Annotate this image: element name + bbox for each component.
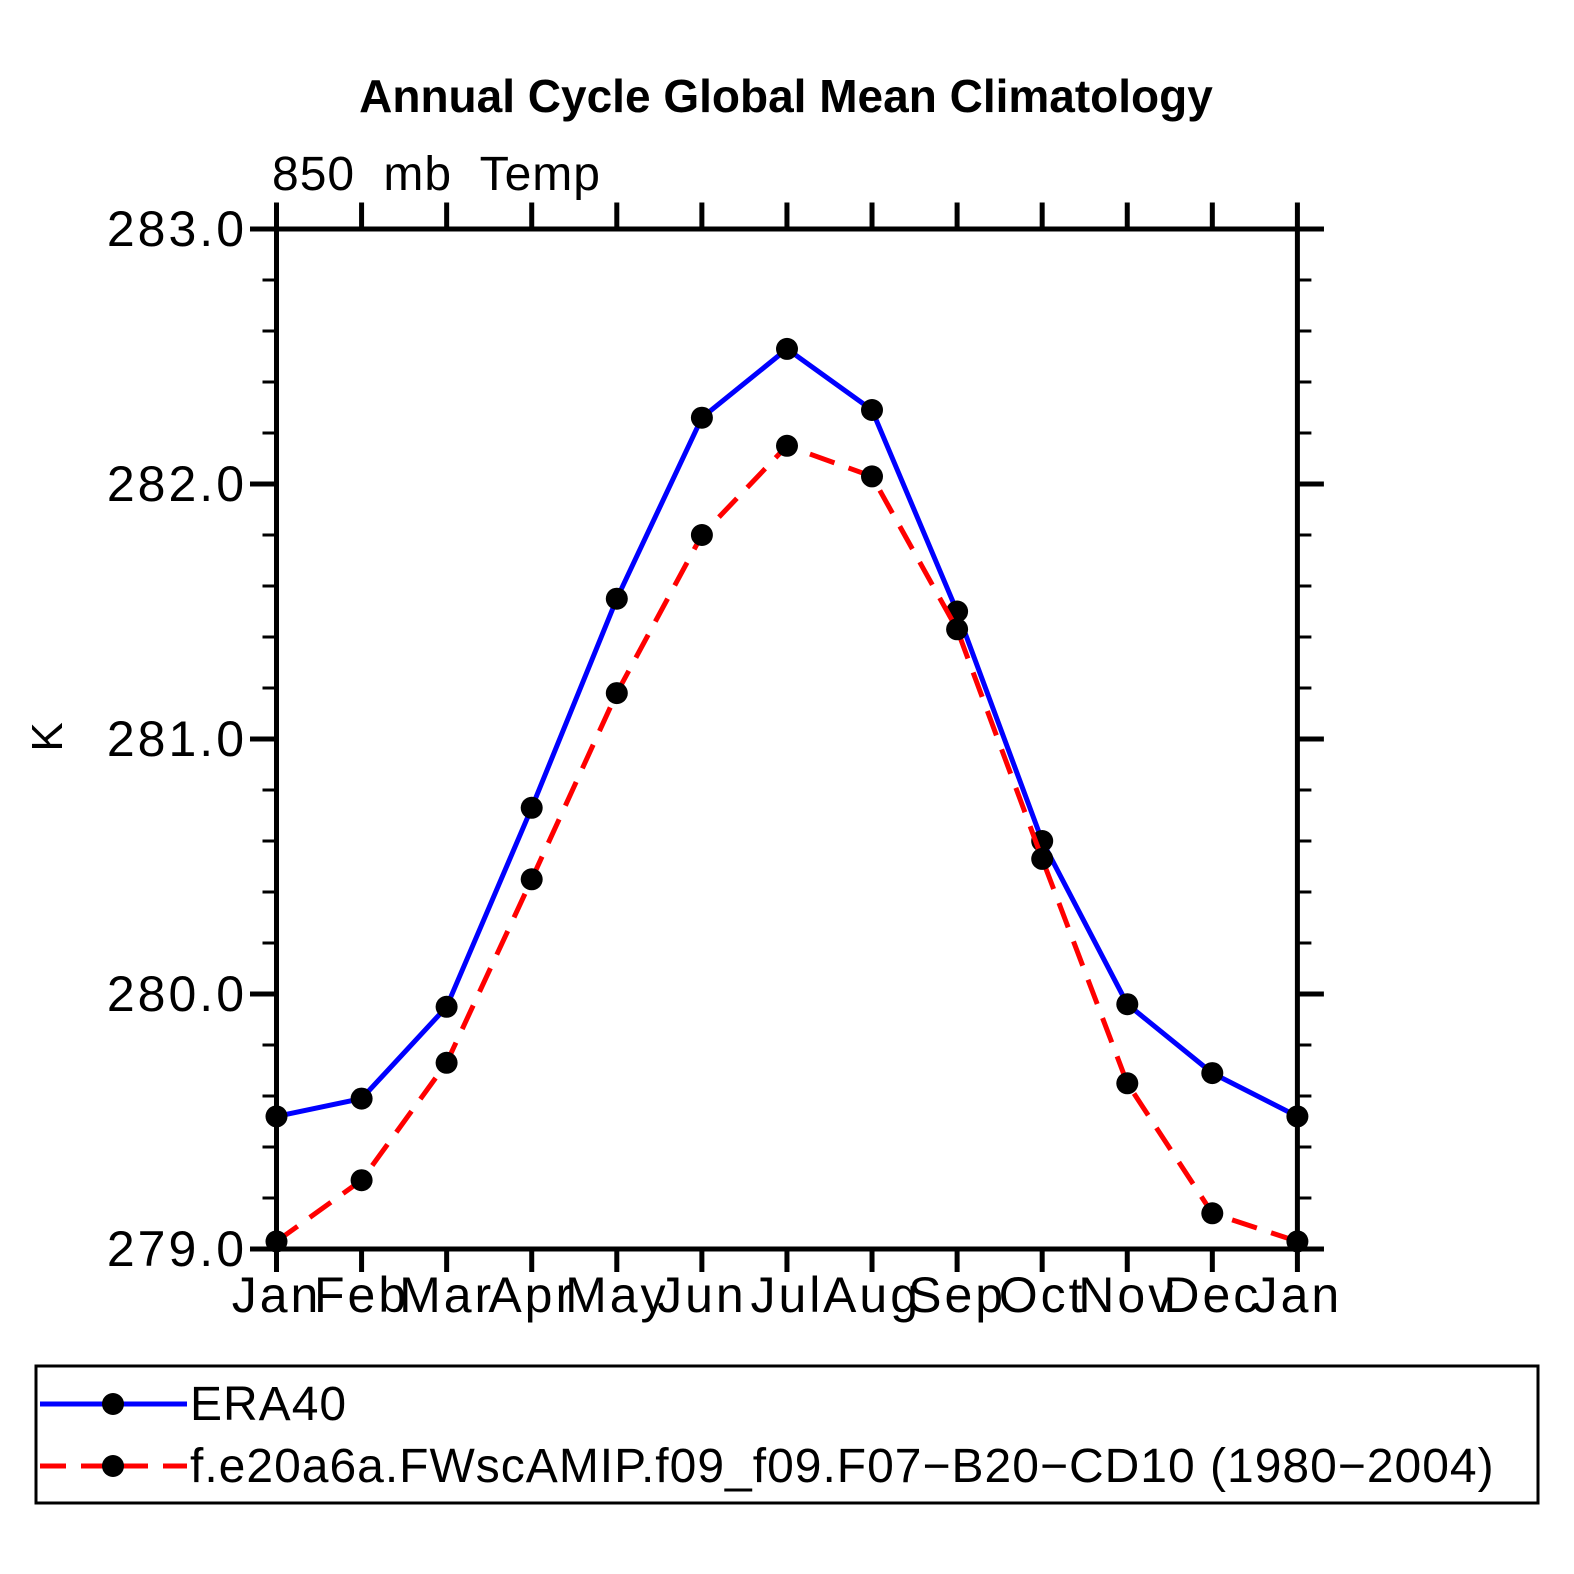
model-data-point (520, 868, 543, 891)
x-tick-label: Jun (657, 1267, 747, 1323)
legend-box (34, 1364, 1540, 1505)
model-data-point (605, 682, 628, 705)
era40-data-point (861, 399, 883, 421)
model-data-point (1116, 1072, 1139, 1095)
legend-marker-era40-dot (102, 1393, 124, 1415)
x-tick-label: Jul (750, 1267, 823, 1323)
legend-label-era40: ERA40 (190, 1378, 347, 1431)
data-series-layer (265, 337, 1309, 1253)
y-tick-label: 282.0 (107, 456, 247, 512)
y-tick-label: 283.0 (107, 201, 247, 257)
x-tick-label: Nov (1078, 1267, 1176, 1323)
x-tick-label: Jan (232, 1267, 322, 1323)
x-tick-label: Oct (999, 1267, 1086, 1323)
era40-data-point (605, 587, 628, 610)
legend: ERA40 f.e20a6a.FWscAMIP.f09_f09.F07−B20−… (34, 1364, 1540, 1505)
x-tick-label: Jan (1253, 1267, 1343, 1323)
x-tick-label: Mar (399, 1267, 494, 1323)
model-data-point (435, 1051, 458, 1074)
model-data-point (776, 434, 798, 457)
era40-data-point (350, 1087, 373, 1110)
x-tick-label: Feb (314, 1267, 409, 1323)
era40-data-point (1286, 1105, 1309, 1128)
model-line (275, 442, 1299, 1244)
model-data-point (946, 618, 969, 641)
legend-marker-model-dot (102, 1455, 124, 1477)
x-tick-label: May (565, 1267, 668, 1323)
model-data-point (690, 524, 713, 546)
model-data-point (861, 465, 883, 488)
era40-line (275, 345, 1299, 1119)
legend-label-model: f.e20a6a.FWscAMIP.f09_f09.F07−B20−CD10 (… (190, 1440, 1495, 1493)
era40-data-point (520, 796, 543, 819)
era40-data-point (1201, 1062, 1224, 1085)
y-tick-label: 281.0 (107, 711, 247, 767)
model-data-point (1286, 1230, 1309, 1253)
era40-data-point (690, 406, 713, 429)
era40-data-point (435, 995, 458, 1018)
x-tick-label: Aug (823, 1267, 921, 1323)
y-tick-label: 280.0 (107, 966, 247, 1022)
era40-data-point (776, 337, 798, 360)
chart-subtitle: 850 mb Temp (272, 148, 601, 201)
y-axis-label: K (23, 722, 72, 751)
x-tick-label: Apr (488, 1267, 575, 1323)
model-data-point (1201, 1202, 1224, 1225)
model-data-point (1031, 847, 1054, 870)
era40-data-point (1116, 993, 1139, 1016)
y-tick-label: 279.0 (107, 1221, 247, 1277)
model-data-point (265, 1230, 288, 1253)
era40-data-point (265, 1105, 288, 1128)
x-tick-label: Sep (908, 1267, 1006, 1323)
x-tick-label: Dec (1163, 1267, 1261, 1323)
chart-title: Annual Cycle Global Mean Climatology (359, 70, 1213, 122)
model-data-point (350, 1169, 373, 1192)
